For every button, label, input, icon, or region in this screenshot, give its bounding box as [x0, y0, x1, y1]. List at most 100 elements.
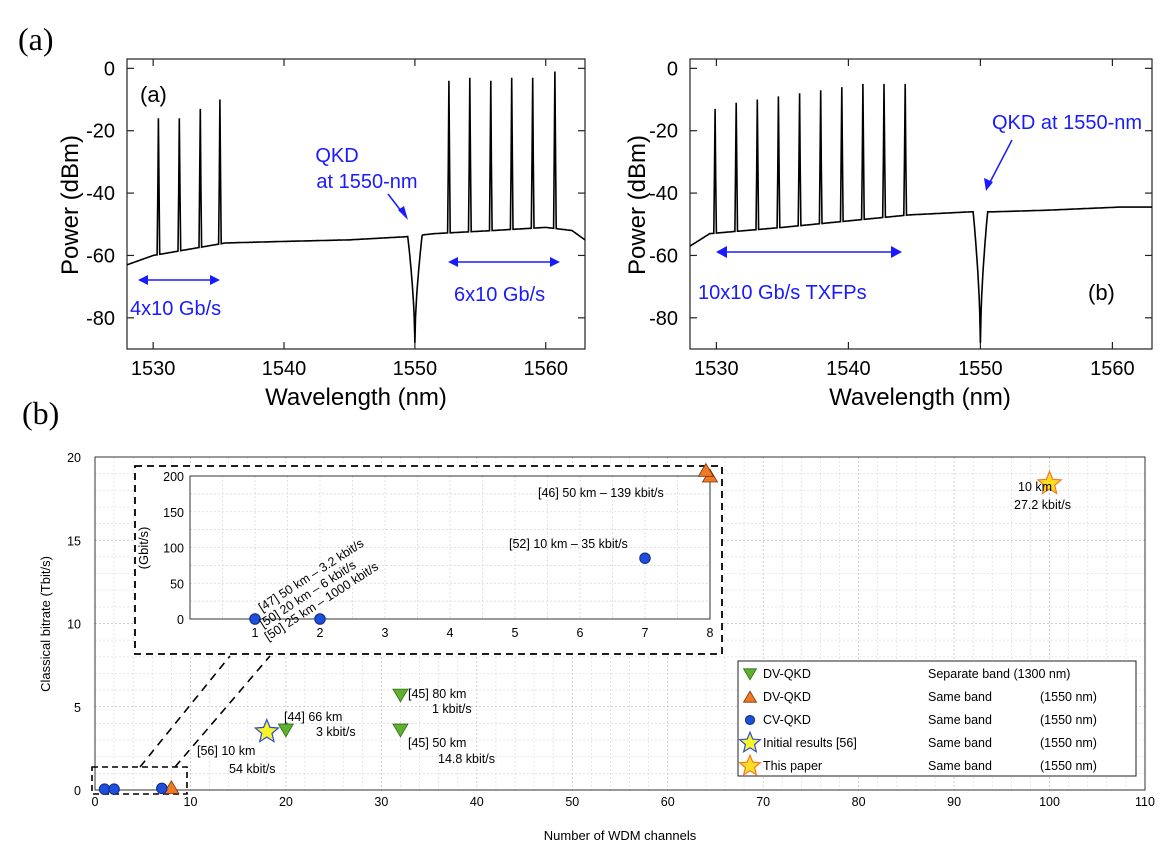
- qkd-b-arrow: [987, 139, 1013, 187]
- panel-b-spectrum-trace: [689, 83, 1152, 343]
- legend-band-4: Same band: [928, 759, 992, 773]
- annotation-45a-line1: [45] 80 km: [408, 687, 466, 701]
- figure-label-b: (b): [22, 395, 59, 431]
- main-point-4: [1036, 469, 1063, 495]
- panel-b-xtick-label: 1550: [958, 358, 1003, 380]
- legend-marker-3: [738, 730, 762, 753]
- panel-a-ticks: 1530 1540 1550 1560 0 -20 -40 -60 -80: [86, 58, 585, 380]
- inset-ytick-label: 100: [163, 542, 184, 556]
- legend-band-3: Same band: [928, 736, 992, 750]
- main-point-2: [108, 783, 120, 795]
- inset-xtick-label: 3: [382, 626, 389, 640]
- inset-xtick-label: 7: [642, 626, 649, 640]
- inset-box: [134, 465, 723, 655]
- group1-label: 4x10 Gb/s: [130, 298, 221, 320]
- figure-label-a: (a): [18, 21, 54, 57]
- inset-annotation-46: [46] 50 km – 139 kbit/s: [538, 486, 664, 500]
- inset-xtick-label: 1: [252, 626, 259, 640]
- panel-b-xtick-label: 1530: [694, 358, 739, 380]
- inset-point: [314, 613, 326, 625]
- panel-b-ytick-label: -20: [649, 121, 678, 143]
- legend-label-1: DV-QKD: [763, 690, 811, 704]
- panel-b-frame: [689, 58, 1153, 350]
- inset-ylabel: (Gbit/s): [136, 527, 151, 570]
- main-xtick-label: 70: [756, 795, 770, 809]
- group-b-span-arrow: [716, 246, 902, 258]
- annotation-paper-line1: 10 km: [1018, 480, 1052, 494]
- main-xtick-label: 50: [565, 795, 579, 809]
- panel-b-ytick-label: -60: [649, 245, 678, 267]
- legend-wl-4: (1550 nm): [1040, 759, 1097, 773]
- spectrum-panel-b: 1530 1540 1550 1560 0 -20 -40 -60 -80 (b) Power …: [624, 58, 1153, 411]
- legend-wl-2: (1550 nm): [1040, 713, 1097, 727]
- legend-wl-3: (1550 nm): [1040, 736, 1097, 750]
- panel-a-xtick-label: 1550: [393, 358, 438, 380]
- annotation-44-line2: 3 kbit/s: [316, 725, 356, 739]
- legend-markers: [738, 668, 762, 776]
- legend-band-1: Same band: [928, 690, 992, 704]
- panel-b-ytick-label: -80: [649, 308, 678, 330]
- annotation-paper-line2: 27.2 kbit/s: [1014, 498, 1071, 512]
- legend-label-3: Initial results [56]: [763, 736, 857, 750]
- inset-xtick-label: 4: [447, 626, 454, 640]
- inset-annotation-52: [52] 10 km – 35 kbit/s: [509, 537, 628, 551]
- legend-band-2: Same band: [928, 713, 992, 727]
- panel-a-inner-label: (a): [140, 82, 167, 107]
- panel-b-inner-label: (b): [1088, 280, 1115, 305]
- qkd-b-arrowhead: [984, 178, 993, 191]
- panel-b-ylabel: Power (dBm): [624, 135, 651, 275]
- main-frame: [94, 456, 1146, 791]
- main-point-3: [253, 718, 280, 743]
- legend-marker-2: [744, 714, 756, 726]
- legend-band-0: Separate band (1300 nm): [928, 667, 1070, 681]
- panel-a-ytick-label: -60: [86, 245, 115, 267]
- group1-span-arrow: [138, 275, 220, 285]
- main-xtick-label: 40: [470, 795, 484, 809]
- main-ytick-label: 20: [67, 451, 81, 465]
- panel-a-frame: [126, 58, 586, 350]
- inset-frame: [189, 475, 711, 620]
- panel-b-ticks: 1530 1540 1550 1560 0 -20 -40 -60 -80: [649, 58, 1152, 380]
- main-xtick-label: 10: [184, 795, 198, 809]
- legend-label-4: This paper: [763, 759, 822, 773]
- inset-ytick-label: 50: [170, 577, 184, 591]
- panel-a-ytick-label: 0: [104, 58, 115, 80]
- annotation-44-line1: [44] 66 km: [284, 710, 342, 724]
- panel-a-xtick-label: 1530: [131, 358, 176, 380]
- inset-xtick-label: 8: [707, 626, 714, 640]
- panel-b-ytick-label: -40: [649, 183, 678, 205]
- panel-b-xtick-label: 1560: [1090, 358, 1135, 380]
- panel-a-ytick-label: -20: [86, 121, 115, 143]
- annotation-56-line1: [56] 10 km: [197, 744, 255, 758]
- qkd-annotation-line1: QKD: [315, 145, 358, 167]
- main-ytick-label: 10: [67, 618, 81, 632]
- inset-point: [249, 613, 261, 625]
- inset-xtick-label: 6: [577, 626, 584, 640]
- inset-ytick-label: 0: [177, 613, 184, 627]
- main-xtick-label: 90: [947, 795, 961, 809]
- legend-label-0: DV-QKD: [763, 667, 811, 681]
- main-point-0: [392, 688, 409, 703]
- qkd-b-annotation: QKD at 1550-nm: [992, 112, 1142, 134]
- main-xtick-label: 20: [279, 795, 293, 809]
- panel-a-ylabel: Power (dBm): [57, 135, 84, 275]
- main-point-1: [163, 779, 180, 794]
- legend-marker-1: [742, 690, 758, 703]
- main-point-1: [697, 462, 715, 477]
- main-ytick-label: 15: [67, 534, 81, 548]
- main-point-0: [277, 723, 295, 738]
- panel-a-spectrum-trace: [126, 71, 586, 343]
- legend-marker-0: [742, 668, 758, 681]
- group2-label: 6x10 Gb/s: [454, 284, 545, 306]
- panel-a-ytick-label: -80: [86, 308, 115, 330]
- main-point-0: [392, 723, 409, 738]
- main-xlabel: Number of WDM channels: [544, 828, 697, 843]
- zoom-line-left: [139, 655, 231, 768]
- main-xtick-label: 30: [374, 795, 388, 809]
- zoom-source-box: [91, 766, 188, 795]
- panel-b-xtick-label: 1540: [826, 358, 871, 380]
- main-point-2: [98, 783, 111, 795]
